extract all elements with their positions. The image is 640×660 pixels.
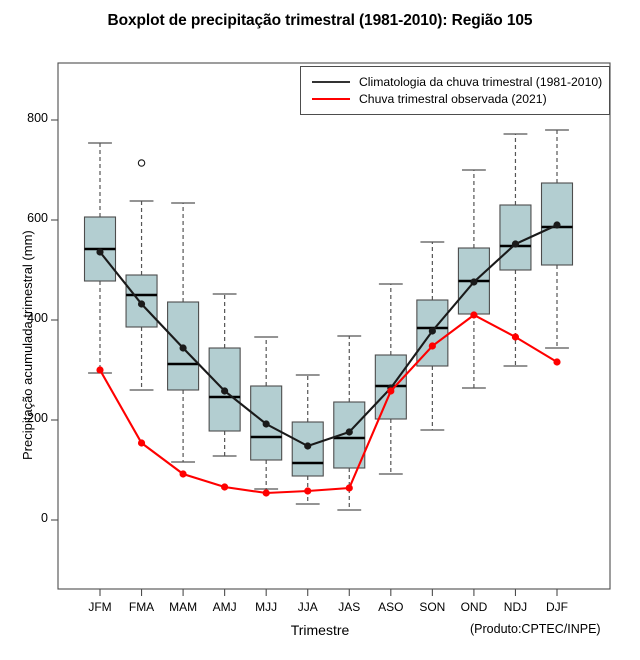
legend-label-observed: Chuva trimestral observada (2021) — [359, 91, 547, 106]
series-point-observed — [470, 311, 478, 319]
series-point-climatology — [179, 344, 187, 352]
series-point-observed — [179, 470, 187, 478]
series-line-observed — [99, 313, 558, 495]
boxplot-mam — [167, 202, 200, 463]
series-point-climatology — [262, 420, 270, 428]
series-point-climatology — [553, 221, 561, 229]
series-point-observed — [387, 387, 395, 395]
series-point-climatology — [428, 327, 436, 335]
boxplot-ndj — [499, 133, 532, 367]
x-tick-label-mjj: MJJ — [255, 600, 278, 614]
page-title: Boxplot de precipitação trimestral (1981… — [107, 12, 533, 29]
plot-frame — [57, 62, 611, 590]
x-tick-label-jja: JJA — [297, 600, 318, 614]
series-point-climatology — [470, 278, 478, 286]
boxplot-son — [416, 241, 449, 431]
series-point-observed — [304, 487, 312, 495]
series-point-climatology — [137, 300, 146, 308]
credit-note: (Produto:CPTEC/INPE) — [470, 622, 601, 636]
x-tick-label-djf: DJF — [546, 600, 568, 614]
y-axis-label: Precipitação acumulada trimestral (mm) — [20, 230, 35, 460]
y-tick-label: 0 — [41, 511, 48, 525]
series-point-observed — [96, 366, 104, 374]
legend-item: Climatologia da chuva trimestral (1981-2… — [301, 73, 609, 90]
boxplot-fma — [125, 159, 158, 391]
legend-label-climatology: Climatologia da chuva trimestral (1981-2… — [359, 74, 603, 89]
boxplot-jfm — [83, 142, 117, 374]
series-point-observed — [262, 489, 270, 497]
boxplot-mjj — [250, 336, 283, 490]
x-axis-label: Trimestre — [290, 622, 350, 638]
boxplot-amj — [208, 293, 241, 457]
series-point-observed — [428, 342, 436, 350]
legend-swatch-observed — [312, 97, 350, 100]
x-tick-label-aso: ASO — [378, 600, 404, 614]
series-point-climatology — [511, 240, 520, 248]
legend-item: Chuva trimestral observada (2021) — [301, 90, 609, 107]
x-tick-label-ndj: NDJ — [503, 600, 528, 614]
x-tick-label-son: SON — [419, 600, 446, 614]
boxplot-jas — [333, 335, 366, 511]
series-point-climatology — [345, 428, 353, 436]
y-tick-label: 600 — [27, 211, 48, 225]
x-tick-label-ond: OND — [460, 600, 488, 614]
y-tick-label: 400 — [27, 311, 48, 325]
series-point-climatology — [221, 387, 229, 395]
series-point-climatology — [304, 442, 312, 450]
x-tick-label-fma: FMA — [128, 600, 155, 614]
x-tick-label-mam: MAM — [169, 600, 198, 614]
series-point-climatology — [96, 248, 104, 256]
series-point-observed — [221, 483, 229, 491]
outlier-point — [137, 159, 146, 167]
x-tick-label-jfm: JFM — [88, 600, 112, 614]
x-tick-label-amj: AMJ — [212, 600, 237, 614]
series-point-observed — [137, 439, 146, 447]
boxplot-djf — [540, 129, 574, 349]
series-point-observed — [511, 333, 520, 341]
x-tick-label-jas: JAS — [338, 600, 361, 614]
box — [499, 204, 532, 271]
y-tick-label: 800 — [27, 111, 48, 125]
series-point-observed — [553, 358, 561, 366]
legend-swatch-climatology — [312, 80, 350, 83]
y-tick-label: 200 — [27, 411, 48, 425]
series-line-climatology — [99, 224, 558, 448]
series-point-observed — [345, 484, 353, 492]
legend: Climatologia da chuva trimestral (1981-2… — [300, 66, 610, 115]
